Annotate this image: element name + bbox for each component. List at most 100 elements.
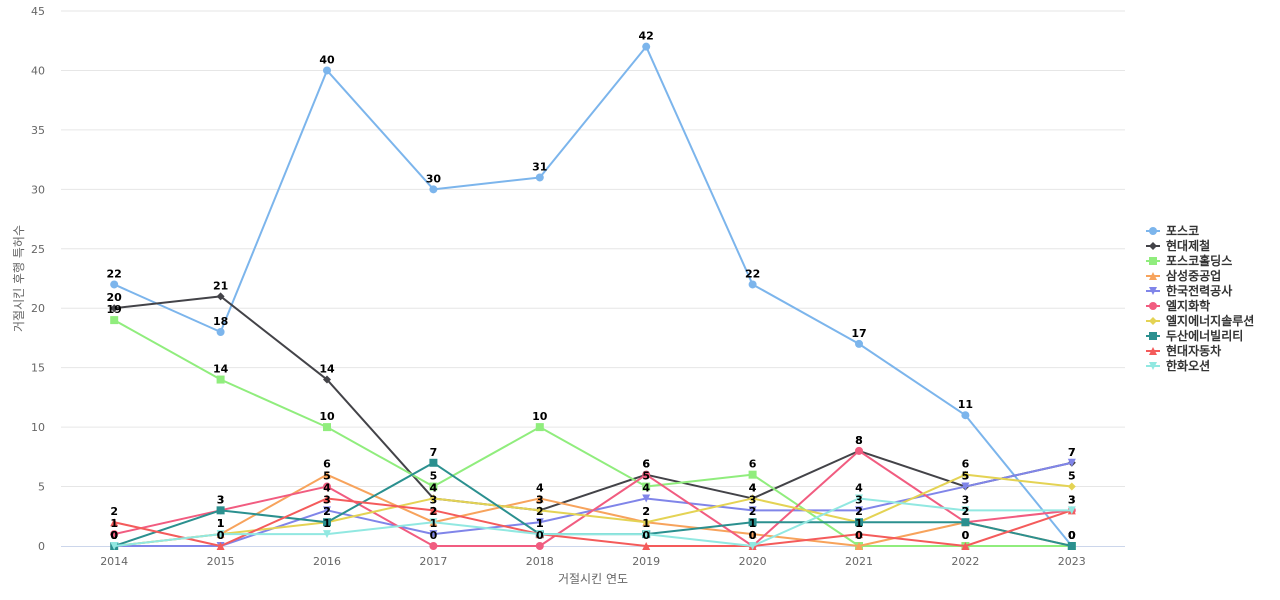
data-point[interactable] [110,542,119,550]
series-7 [110,458,1076,550]
data-point[interactable] [642,494,651,503]
data-point[interactable] [323,470,331,479]
data-point[interactable] [429,530,438,539]
data-point[interactable] [961,518,970,527]
legend-marker[interactable] [1149,257,1157,265]
data-point[interactable] [961,411,970,420]
legend-item[interactable]: 현대자동차 [1146,343,1221,358]
data-point[interactable] [323,494,331,503]
data-point[interactable] [110,518,119,527]
data-point[interactable] [323,482,331,491]
data-point[interactable] [429,458,438,467]
data-label: 5 [323,470,331,483]
data-point[interactable] [535,518,544,527]
data-point[interactable] [429,185,438,194]
legend-marker[interactable] [1149,242,1157,250]
data-point[interactable] [855,518,863,527]
data-point[interactable] [855,494,863,503]
data-point[interactable] [748,518,757,527]
data-point[interactable] [855,339,863,348]
data-point[interactable] [1067,542,1076,550]
legend-marker[interactable] [1149,227,1157,235]
data-point[interactable] [216,542,225,550]
legend-item[interactable]: 현대제철 [1146,238,1210,253]
data-point[interactable] [535,506,544,515]
data-point[interactable] [429,482,438,491]
data-label: 1 [323,517,331,530]
legend-marker[interactable] [1149,317,1157,325]
y-tick-label: 20 [31,302,45,315]
legend-marker[interactable] [1149,347,1157,355]
data-point[interactable] [429,506,438,515]
data-point[interactable] [216,506,225,515]
data-point[interactable] [748,494,757,503]
data-label: 17 [851,327,866,340]
data-point[interactable] [110,280,119,289]
data-point[interactable] [429,542,438,550]
data-point[interactable] [748,542,757,550]
data-point[interactable] [216,328,225,336]
data-point[interactable] [642,482,651,491]
data-point[interactable] [110,316,119,325]
data-point[interactable] [855,446,863,455]
data-point[interactable] [642,530,651,539]
data-point[interactable] [216,292,225,301]
legend-marker[interactable] [1149,332,1157,340]
data-point[interactable] [961,470,970,479]
data-point[interactable] [1067,506,1076,515]
data-point[interactable] [855,506,863,515]
data-point[interactable] [323,66,331,75]
data-point[interactable] [535,494,544,503]
legend-item[interactable]: 엘지화학 [1146,298,1210,313]
legend-item[interactable]: 한국전력공사 [1146,283,1232,298]
data-point[interactable] [748,530,757,539]
legend-item[interactable]: 두산에너빌리티 [1146,328,1243,343]
data-point[interactable] [1067,482,1076,491]
data-point[interactable] [642,470,651,479]
data-point[interactable] [110,530,119,539]
data-point[interactable] [642,542,651,550]
data-point[interactable] [748,470,757,479]
legend-marker[interactable] [1149,287,1157,295]
legend-marker[interactable] [1149,302,1157,310]
data-label: 8 [855,434,863,447]
data-point[interactable] [216,530,225,539]
data-point[interactable] [535,423,544,432]
data-point[interactable] [216,375,225,384]
data-point[interactable] [961,482,970,491]
x-tick-label: 2023 [1058,555,1086,568]
legend-marker[interactable] [1149,362,1157,370]
data-label: 4 [430,481,438,494]
data-point[interactable] [323,518,331,527]
legend-marker[interactable] [1149,272,1157,280]
data-point[interactable] [961,506,970,515]
data-point[interactable] [855,530,863,539]
data-point[interactable] [535,530,544,539]
data-point[interactable] [535,542,544,550]
series-lines [110,42,1076,550]
legend-item[interactable]: 한화오션 [1146,358,1210,373]
data-point[interactable] [323,530,331,539]
data-label: 0 [430,529,438,542]
data-point[interactable] [642,518,651,527]
data-point[interactable] [535,173,544,182]
data-point[interactable] [429,494,438,503]
legend-label: 현대자동차 [1166,343,1221,358]
legend-item[interactable]: 포스코홀딩스 [1146,253,1232,268]
data-point[interactable] [429,518,438,527]
data-point[interactable] [855,542,863,550]
legend-item[interactable]: 삼성중공업 [1146,268,1221,283]
data-point[interactable] [110,304,119,313]
data-point[interactable] [323,506,331,515]
data-point[interactable] [748,280,757,289]
data-point[interactable] [961,542,970,550]
data-point[interactable] [748,506,757,515]
data-label: 4 [855,481,863,494]
legend-item[interactable]: 포스코 [1146,224,1199,238]
legend-item[interactable]: 엘지에너지솔루션 [1146,313,1254,328]
data-point[interactable] [1067,458,1076,467]
data-point[interactable] [323,375,331,384]
data-point[interactable] [323,423,331,432]
data-point[interactable] [642,42,651,51]
data-label: 5 [962,470,970,483]
